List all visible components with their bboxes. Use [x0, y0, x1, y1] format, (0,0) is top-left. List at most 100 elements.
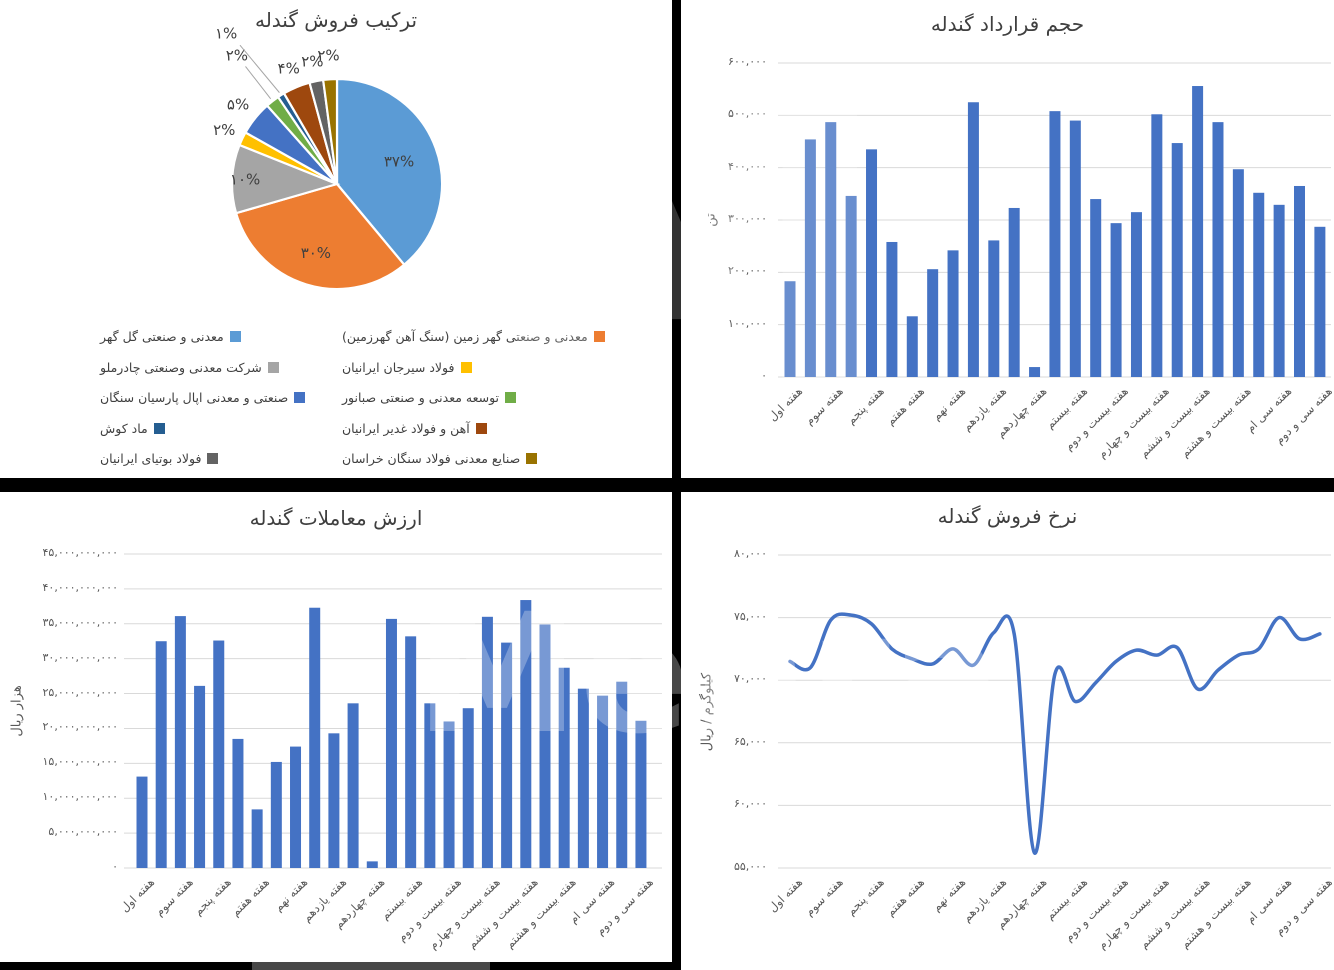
pie-slice-label: ۱%: [215, 24, 237, 42]
legend-label: صنعتی و معدنی اپال پارسیان سنگان: [100, 390, 289, 406]
bar: [1090, 199, 1102, 377]
bar: [366, 861, 378, 868]
legend-item: فولاد بوتیای ایرانیان: [100, 451, 219, 466]
legend-item: فولاد سیرجان ایرانیان: [342, 360, 472, 375]
y-axis-tick-label: ۶۵,۰۰۰: [733, 734, 767, 748]
bar: [1273, 204, 1285, 377]
trade-value-title: ارزش معاملات گندله: [249, 506, 423, 530]
bar: [1130, 212, 1142, 377]
bar: [443, 721, 455, 868]
bar: [424, 703, 436, 868]
y-axis-tick-label: ۳۵,۰۰۰,۰۰۰,۰۰۰: [42, 615, 118, 629]
legend-item: آهن و فولاد غدیر ایرانیان: [342, 421, 487, 436]
y-axis-tick-label: ۱۰,۰۰۰,۰۰۰,۰۰۰: [42, 790, 118, 804]
legend-swatch: [267, 361, 279, 373]
contract-volume-title: حجم قرارداد گندله: [930, 12, 1085, 36]
bar: [1029, 367, 1041, 377]
bar: [1049, 111, 1061, 377]
bar: [947, 250, 959, 377]
y-axis-tick-label: ۰: [112, 860, 118, 873]
label-leader-line: [239, 44, 280, 93]
y-axis-tick-label: ۰: [761, 369, 767, 382]
y-axis-tick-label: ۲۰,۰۰۰,۰۰۰,۰۰۰: [42, 720, 118, 734]
pie-chart-panel: ترکیب فروش گندله ۳۷% ۳۰% ۱۰% ۲% ۵% ۲% ۱% ۴% ۲% ۲%…: [0, 0, 672, 478]
trade-value-chart-panel: ارزش معاملات گندله هزار ریال ۴۵,۰۰۰,۰۰۰,…: [0, 492, 672, 962]
legend-swatch: [505, 392, 517, 404]
y-axis-tick-label: ۲۰۰,۰۰۰: [728, 264, 767, 278]
bar: [906, 316, 918, 377]
bar: [232, 738, 244, 868]
legend-swatch: [475, 422, 487, 434]
pie-slice: [335, 77, 444, 267]
legend-label: توسعه معدنی و صنعتی صبانور: [342, 390, 500, 406]
legend-label: ماد کوش: [100, 420, 148, 436]
legend-swatch: [207, 453, 219, 465]
y-axis-tick-label: ۸۰,۰۰۰: [733, 547, 767, 560]
bar: [194, 685, 206, 868]
y-axis-tick-label: ۴۰۰,۰۰۰: [728, 159, 767, 173]
bar: [290, 746, 302, 868]
bar: [784, 281, 796, 377]
y-axis-tick-label: ۵۵,۰۰۰: [733, 860, 767, 873]
bar: [1069, 120, 1081, 378]
bar: [347, 703, 359, 868]
pie-slice-label: ۲%: [213, 121, 235, 139]
bar: [1151, 114, 1163, 377]
pellet-trade-value-plot: [124, 553, 662, 869]
bar: [481, 616, 493, 868]
pie-slice-label: ۳۷%: [384, 153, 414, 171]
pie-slice-label: ۱۰%: [230, 170, 260, 188]
bar: [577, 688, 589, 868]
legend-label: فولاد سیرجان ایرانیان: [342, 359, 455, 375]
bar: [136, 776, 148, 868]
legend-swatch: [153, 422, 165, 434]
bar: [1171, 143, 1183, 377]
bar: [1110, 223, 1122, 377]
bar: [1314, 226, 1326, 377]
legend-swatch: [294, 392, 306, 404]
legend-label: معدنی و صنعتی گهر زمین (سنگ آهن گهرزمین): [342, 329, 588, 344]
bar: [967, 102, 979, 377]
bar: [309, 607, 321, 868]
legend-item: توسعه معدنی و صنعتی صبانور: [342, 390, 517, 406]
label-leader-line: [245, 66, 272, 100]
bar: [328, 733, 340, 868]
bar: [616, 681, 628, 868]
legend-swatch: [229, 331, 241, 342]
pellet-sales-rate-plot: [778, 554, 1331, 869]
pie-slice-label: ۵%: [227, 95, 249, 113]
legend-item: صنایع معدنی فولاد سنگان خراسان: [342, 451, 538, 467]
bar: [927, 269, 939, 377]
contract-volume-chart-panel: حجم قرارداد گندله تن ۶۰۰,۰۰۰ ۵۰۰,۰۰۰ ۴۰۰,۰…: [681, 0, 1334, 478]
bar: [635, 720, 647, 868]
bar: [462, 708, 474, 868]
bar: [558, 667, 570, 868]
legend-label: صنایع معدنی فولاد سنگان خراسان: [342, 451, 521, 467]
legend-label: معدنی و صنعتی گل گهر: [100, 329, 224, 344]
bar: [385, 618, 397, 868]
pie-slice: [234, 182, 406, 291]
legend-item: ماد کوش: [100, 421, 165, 436]
pie-chart-title: ترکیب فروش گندله: [254, 8, 418, 32]
bar: [539, 624, 551, 868]
bar: [520, 600, 532, 868]
y-axis-tick-label: ۱۵,۰۰۰,۰۰۰,۰۰۰: [42, 755, 118, 769]
y-axis-tick-label: ۳۰,۰۰۰,۰۰۰,۰۰۰: [42, 650, 118, 664]
bar: [1008, 207, 1020, 377]
bar: [886, 241, 898, 377]
y-axis-tick-label: ۲۵,۰۰۰,۰۰۰,۰۰۰: [42, 685, 118, 699]
y-axis-tick-label: ۱۰۰,۰۰۰: [728, 316, 767, 330]
y-axis-tick-label: ۶۰,۰۰۰: [733, 797, 767, 811]
bar: [251, 809, 263, 868]
pie-slice: [321, 77, 339, 185]
bar: [501, 642, 513, 868]
pellet-sales-composition-plot: ۳۷%۳۰%۱۰%۲%۵%۲%۱%۴% ۲%۲%: [213, 24, 444, 291]
y-axis-tick-label: ۳۰۰,۰۰۰: [728, 212, 767, 225]
bar: [845, 195, 857, 377]
pie-slice-label: ۲%: [317, 46, 339, 64]
legend-label: شرکت معدنی وصنعتی چادرملو: [100, 359, 262, 375]
bar: [866, 149, 878, 377]
y-axis-tick-label: ۵,۰۰۰,۰۰۰,۰۰۰: [48, 825, 118, 839]
bar: [1192, 86, 1204, 377]
